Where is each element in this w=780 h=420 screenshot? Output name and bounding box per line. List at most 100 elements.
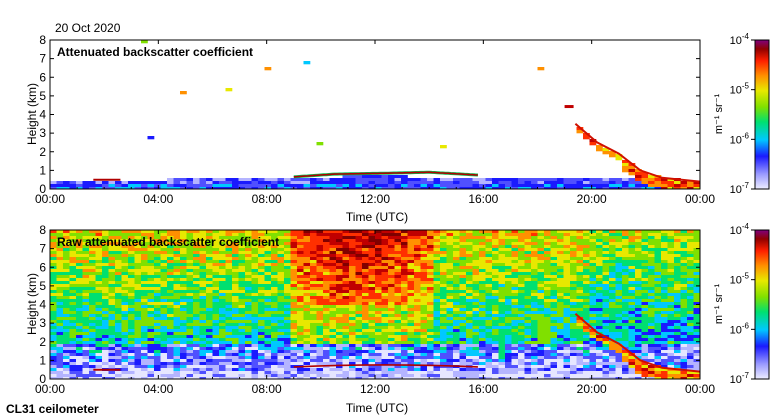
heat-cell (479, 272, 486, 276)
heat-cell (433, 242, 441, 246)
heat-cell (63, 332, 70, 336)
heat-cell (271, 347, 278, 351)
heat-cell (303, 344, 311, 348)
heat-cell (563, 181, 571, 185)
heat-cell (329, 320, 337, 324)
heat-cell (238, 230, 246, 234)
heat-cell (362, 248, 369, 252)
heat-cell (407, 275, 415, 279)
heat-cell (167, 230, 174, 234)
heat-cell (284, 311, 291, 315)
heat-cell (583, 374, 590, 378)
heat-cell (368, 272, 376, 276)
heat-cell (557, 347, 564, 351)
heat-cell (160, 371, 168, 375)
heat-cell (128, 254, 135, 258)
heat-cell (245, 350, 252, 354)
heat-cell (284, 181, 291, 185)
heat-cell (154, 251, 161, 255)
heat-cell (498, 278, 506, 282)
heat-cell (362, 362, 369, 366)
heat-cell (167, 281, 174, 285)
heat-cell (511, 248, 519, 252)
heat-cell (173, 296, 181, 300)
heat-cell (388, 287, 395, 291)
heat-cell (362, 278, 369, 282)
heat-cell (186, 311, 194, 315)
heat-cell (102, 266, 109, 270)
heat-cell (212, 311, 220, 315)
heat-cell (576, 314, 584, 318)
heat-cell (576, 184, 584, 188)
heat-cell (362, 257, 369, 261)
heat-cell (407, 314, 415, 318)
heat-cell (128, 326, 135, 330)
heat-cell (193, 248, 200, 252)
heat-cell (557, 314, 564, 318)
heat-cell (245, 284, 252, 288)
heat-cell (414, 305, 421, 309)
heat-cell (628, 260, 636, 264)
heat-cell (511, 377, 519, 379)
heat-cell (414, 308, 421, 312)
heat-cell (147, 314, 155, 318)
heat-cell (531, 341, 538, 345)
heat-cell (446, 290, 454, 294)
heat-cell (440, 344, 447, 348)
heat-cell (284, 260, 291, 264)
heat-cell (82, 368, 90, 372)
heat-cell (531, 368, 538, 372)
heat-cell (570, 233, 577, 237)
heat-cell (63, 278, 70, 282)
heat-cell (492, 287, 499, 291)
heat-cell (180, 341, 187, 345)
heat-cell (602, 347, 610, 351)
heat-cell (394, 184, 402, 188)
heat-cell (368, 242, 376, 246)
heat-cell (479, 184, 486, 188)
heat-cell (102, 347, 109, 351)
heat-cell (349, 254, 356, 258)
heat-cell (108, 260, 116, 264)
heat-cell (622, 245, 629, 249)
heat-cell (336, 242, 343, 246)
heat-cell (206, 314, 213, 318)
heat-cell (336, 320, 343, 324)
heat-cell (622, 356, 629, 360)
heat-cell (141, 305, 148, 309)
heat-cell (414, 266, 421, 270)
heat-cell (466, 320, 473, 324)
heat-cell (225, 251, 233, 255)
heat-cell (63, 236, 70, 240)
heat-cell (271, 242, 278, 246)
heat-cell (342, 233, 350, 237)
heat-cell (193, 293, 200, 297)
heat-cell (69, 251, 77, 255)
heat-cell (479, 230, 486, 234)
heat-cell (258, 308, 265, 312)
heat-cell (615, 320, 623, 324)
heat-cell (453, 257, 460, 261)
heat-cell (602, 233, 610, 237)
heat-cell (446, 269, 454, 273)
heat-cell (199, 359, 207, 363)
heat-cell (498, 296, 506, 300)
heat-cell (212, 335, 220, 339)
heat-cell (199, 296, 207, 300)
heat-cell (82, 377, 90, 379)
heat-cell (453, 314, 460, 318)
heat-cell (277, 278, 285, 282)
heat-cell (472, 305, 480, 309)
heat-cell (544, 359, 551, 363)
heat-cell (297, 371, 304, 375)
heat-cell (622, 248, 629, 252)
heat-cell (440, 341, 447, 345)
heat-cell (134, 371, 142, 375)
heat-cell (596, 311, 603, 315)
heat-cell (609, 178, 616, 182)
heat-cell (362, 335, 369, 339)
heat-cell (290, 374, 298, 378)
heat-cell (212, 284, 220, 288)
heat-cell (115, 293, 122, 297)
heat-cell (446, 251, 454, 255)
